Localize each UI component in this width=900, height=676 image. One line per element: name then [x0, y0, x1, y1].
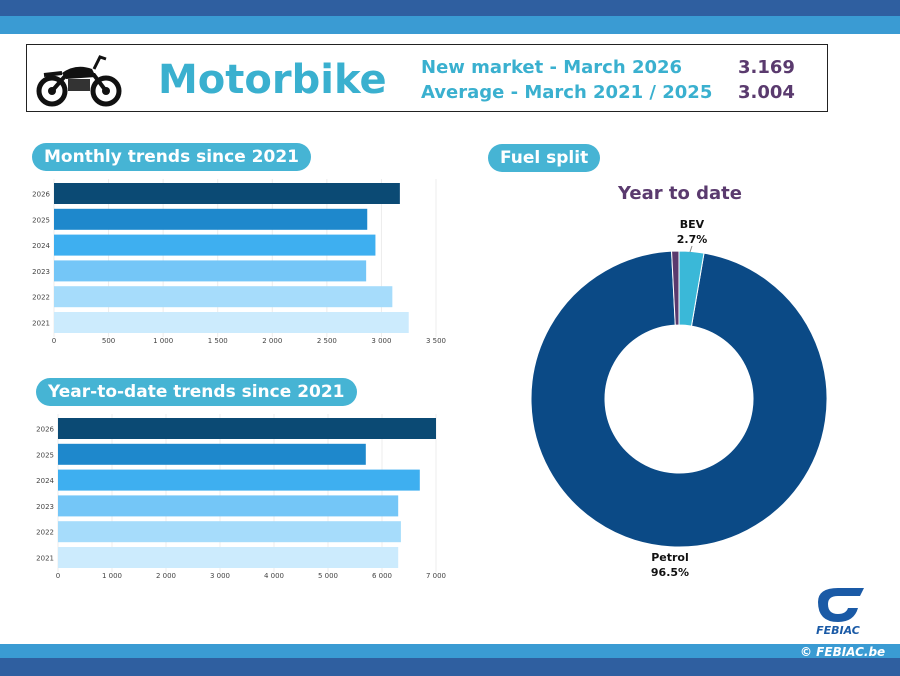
- pie-label-bev: BEV: [680, 218, 705, 231]
- monthly-trends-title: Monthly trends since 2021: [32, 143, 311, 171]
- chart2-category-label: 2021: [36, 555, 54, 563]
- pie-label-petrol: Petrol: [651, 551, 689, 564]
- chart2-x-tick-label: 7 000: [426, 572, 446, 580]
- copyright-text: © FEBIAC.be: [800, 645, 886, 659]
- chart1-bar-2026: [54, 183, 400, 204]
- chart1-x-tick-label: 3 500: [426, 337, 446, 345]
- chart2-x-tick-label: 4 000: [264, 572, 284, 580]
- motorbike-icon: [36, 55, 122, 107]
- chart1-bar-2021: [54, 312, 409, 333]
- chart1-bar-2025: [54, 208, 368, 230]
- chart1-category-label: 2024: [32, 242, 50, 250]
- chart1-category-label: 2025: [32, 216, 50, 224]
- average-value: 3.004: [738, 82, 795, 103]
- chart1-category-label: 2023: [32, 268, 50, 276]
- chart2-x-tick-label: 2 000: [156, 572, 176, 580]
- chart2-category-label: 2025: [36, 451, 54, 459]
- new-market-label: New market - March 2026: [421, 57, 683, 78]
- chart1-category-label: 2022: [32, 294, 50, 302]
- chart1-x-tick-label: 0: [52, 337, 56, 345]
- chart1-x-tick-label: 3 000: [371, 337, 391, 345]
- chart2-bar-2026: [58, 418, 436, 439]
- header-box: [26, 44, 828, 112]
- fuel-split-title: Fuel split: [488, 144, 601, 172]
- chart1-x-tick-label: 1 000: [153, 337, 173, 345]
- chart2-bar-2024: [58, 469, 420, 491]
- chart2-bar-2022: [58, 521, 401, 543]
- chart2-x-tick-label: 0: [56, 572, 60, 580]
- bottom-band-accent: [0, 644, 900, 658]
- top-band: [0, 0, 900, 16]
- pie-value-bev: 2.7%: [677, 233, 708, 246]
- average-label: Average - March 2021 / 2025: [421, 82, 713, 103]
- febiac-logo-icon: FEBIAC: [816, 588, 864, 636]
- chart2-x-tick-label: 3 000: [210, 572, 230, 580]
- pie-slice-bev: [678, 250, 705, 327]
- chart1-category-label: 2026: [32, 191, 50, 199]
- pie-chart-title: Year to date: [618, 183, 742, 204]
- page-title: Motorbike: [158, 57, 387, 103]
- top-band-accent: [0, 16, 900, 34]
- bottom-band: [0, 658, 900, 676]
- chart1-bar-2022: [54, 286, 393, 308]
- chart1-x-tick-label: 500: [102, 337, 115, 345]
- chart2-category-label: 2022: [36, 529, 54, 537]
- chart2-bar-2025: [58, 443, 366, 465]
- chart1-x-tick-label: 2 500: [317, 337, 337, 345]
- chart2-category-label: 2024: [36, 477, 54, 485]
- pie-slice-petrol: [530, 250, 828, 548]
- chart2-bar-2023: [58, 495, 399, 517]
- chart2-x-tick-label: 6 000: [372, 572, 392, 580]
- febiac-logo-text: FEBIAC: [816, 624, 860, 636]
- chart2-category-label: 2026: [36, 426, 54, 434]
- chart1-x-tick-label: 2 000: [262, 337, 282, 345]
- chart1-category-label: 2021: [32, 320, 50, 328]
- new-market-value: 3.169: [738, 57, 795, 78]
- chart2-x-tick-label: 1 000: [102, 572, 122, 580]
- chart2-x-tick-label: 5 000: [318, 572, 338, 580]
- ytd-trends-title: Year-to-date trends since 2021: [36, 378, 357, 406]
- chart1-x-tick-label: 1 500: [208, 337, 228, 345]
- chart1-bar-2023: [54, 260, 367, 282]
- chart2-bar-2021: [58, 547, 399, 568]
- pie-leader-bev: [689, 245, 693, 253]
- chart1-bar-2024: [54, 234, 376, 256]
- chart2-category-label: 2023: [36, 503, 54, 511]
- pie-value-petrol: 96.5%: [651, 566, 689, 579]
